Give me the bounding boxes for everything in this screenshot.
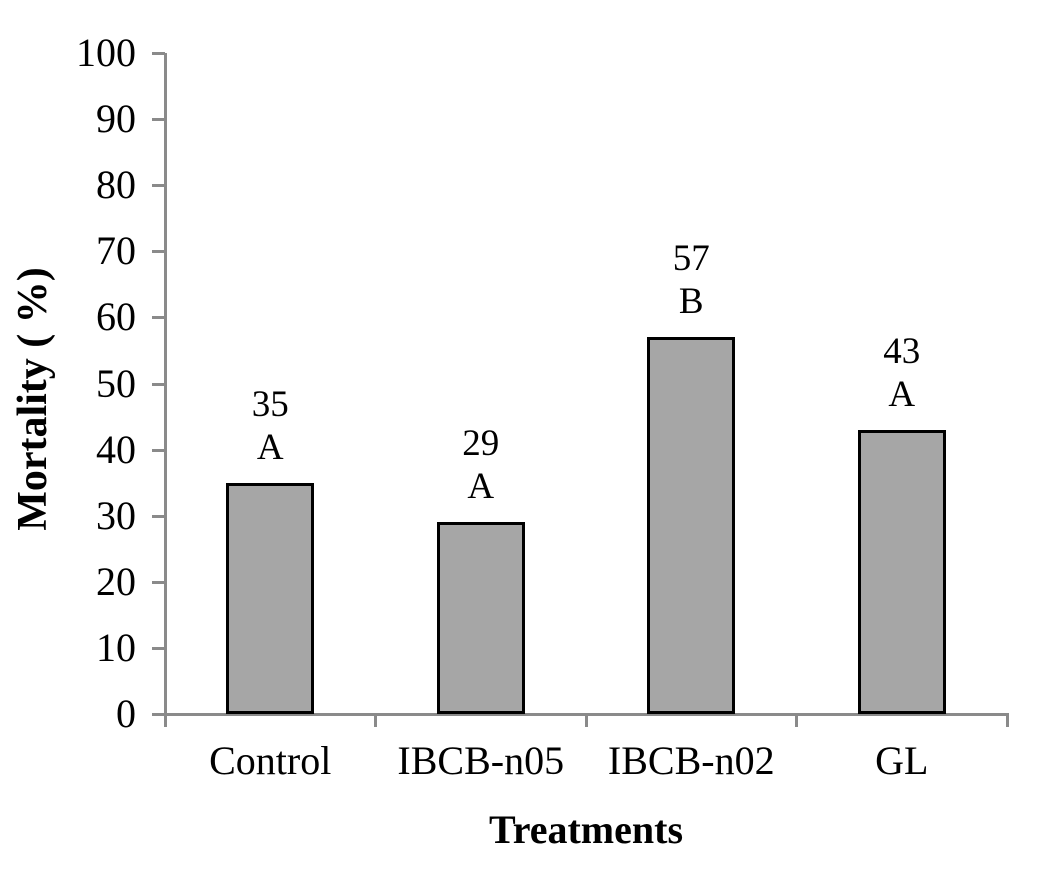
bar (436, 522, 525, 714)
y-tick-label: 60 (96, 294, 136, 340)
bar-significance-letter: A (467, 466, 495, 508)
bar-value: 57 (672, 238, 710, 280)
x-axis-title: Treatments (488, 807, 684, 852)
bar (226, 482, 315, 714)
y-axis-tick (152, 316, 165, 320)
bar (857, 429, 946, 714)
bar-value: 29 (462, 423, 500, 465)
bar (647, 337, 736, 714)
x-axis-tick (163, 713, 167, 727)
x-category-label: Control (209, 738, 332, 783)
y-tick-label: 80 (96, 162, 136, 208)
bar-significance-letter: A (256, 426, 284, 468)
y-axis-tick (152, 514, 165, 518)
y-axis-tick (152, 382, 165, 386)
y-axis-tick (152, 646, 165, 650)
y-tick-label: 20 (96, 558, 136, 604)
y-axis-tick (152, 448, 165, 452)
y-tick-label: 70 (96, 228, 136, 274)
y-tick-label: 10 (96, 624, 136, 670)
x-axis-tick (1005, 713, 1009, 727)
y-axis-tick (152, 52, 165, 55)
y-tick-label: 40 (96, 426, 136, 472)
bar-value: 43 (883, 330, 921, 372)
bar-value-label: 35 A (190, 383, 350, 469)
y-tick-label: 30 (96, 492, 136, 538)
x-axis-line (152, 713, 1008, 716)
y-tick-label: 90 (96, 96, 136, 142)
x-category-label: IBCB-n02 (607, 738, 775, 783)
bar-significance-letter: B (678, 281, 704, 323)
y-axis-tick (152, 184, 165, 188)
y-axis-line (164, 53, 167, 716)
x-axis-tick (584, 713, 588, 727)
x-axis-tick (374, 713, 377, 727)
y-axis-tick (152, 118, 165, 122)
x-axis-tick (795, 713, 798, 727)
bar-value: 35 (251, 383, 289, 425)
y-axis-tick (152, 250, 165, 254)
y-axis-tick (152, 713, 165, 716)
y-tick-label: 50 (96, 360, 136, 406)
y-tick-label: 100 (76, 30, 136, 75)
x-category-label: IBCB-n05 (397, 738, 565, 783)
bar-significance-letter: A (888, 373, 916, 415)
y-axis-tick (152, 580, 165, 584)
bar-value-label: 29 A (401, 422, 561, 508)
bar-value-label: 43 A (822, 330, 982, 416)
x-category-label: GL (875, 738, 929, 783)
bar-value-label: 57 B (611, 237, 771, 323)
y-tick-label: 0 (116, 691, 136, 736)
